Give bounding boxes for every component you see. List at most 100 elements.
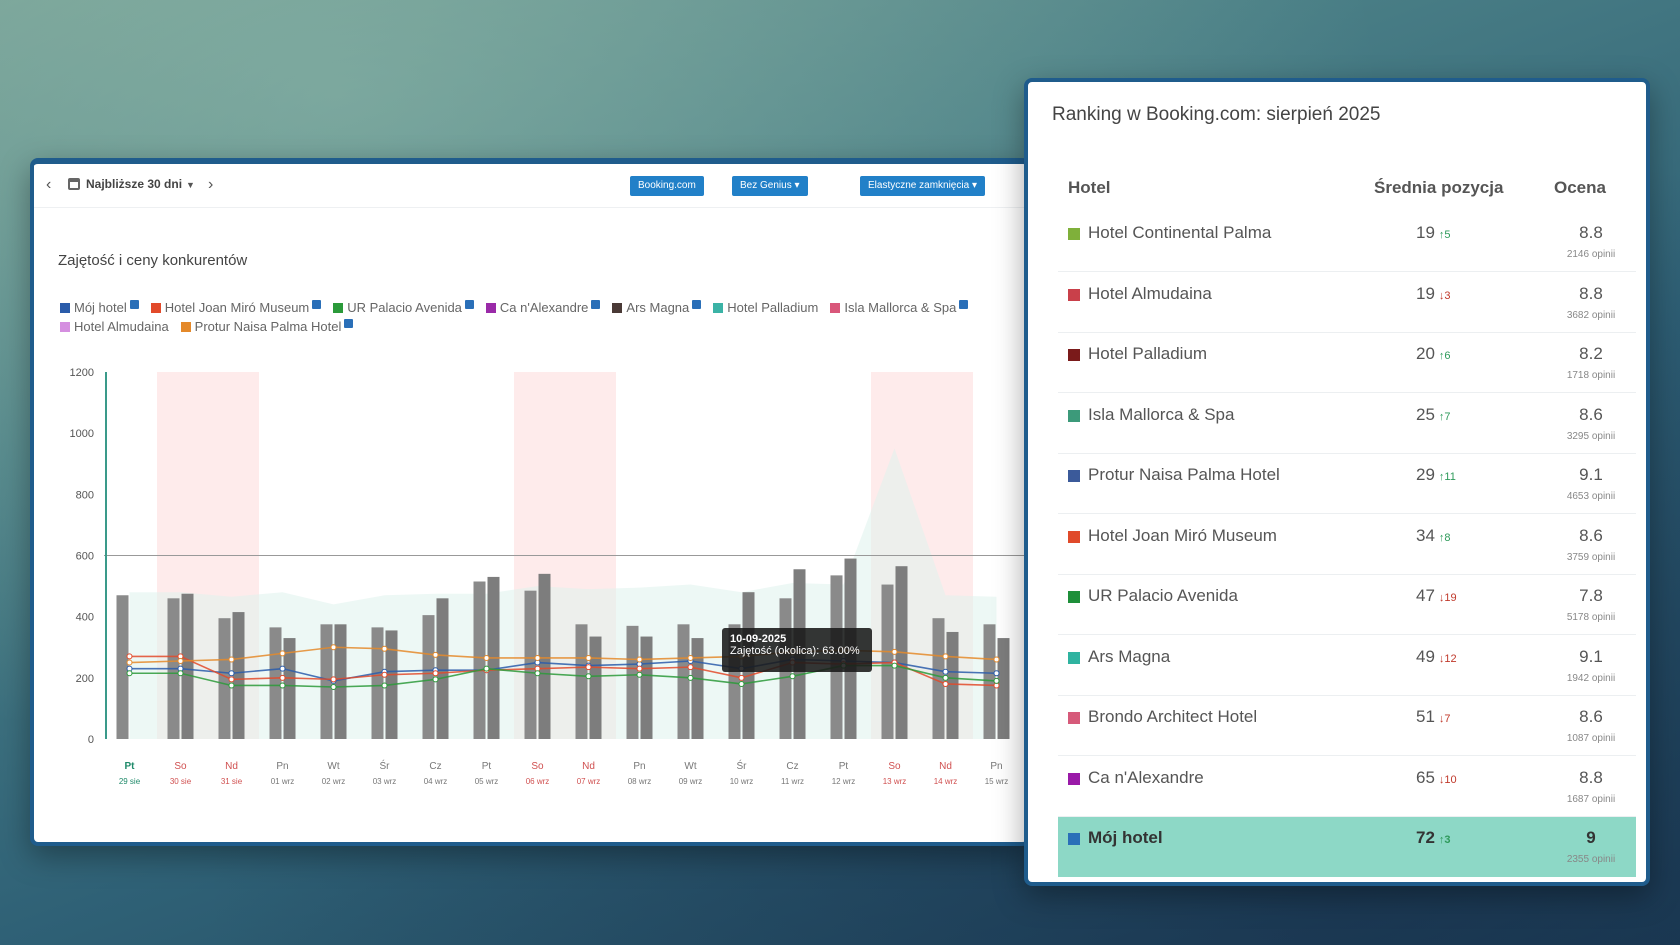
score-value: 8.6 — [1579, 404, 1603, 424]
price-point — [432, 651, 439, 658]
x-date-label: 06 wrz — [526, 777, 550, 786]
table-row[interactable]: Hotel Joan Miró Museum 34 ↑8 8.6 3759 opinii — [1058, 515, 1636, 575]
x-date-label: 03 wrz — [373, 777, 397, 786]
score-value: 8.2 — [1579, 344, 1603, 363]
average-position: 20 ↑6 — [1416, 344, 1451, 364]
price-point — [126, 659, 133, 666]
price-point — [636, 656, 643, 663]
legend-item[interactable]: Ca n'Alexandre — [485, 298, 601, 317]
hotel-name: Isla Mallorca & Spa — [1088, 404, 1235, 424]
price-point — [177, 670, 184, 677]
x-date-label: 10 wrz — [730, 777, 754, 786]
legend-item[interactable]: Hotel Palladium — [713, 298, 818, 317]
occupancy-bar — [589, 636, 602, 739]
trend-up-icon: ↑11 — [1438, 471, 1456, 483]
x-date-label: 05 wrz — [475, 777, 499, 786]
position-value: 20 — [1416, 344, 1435, 363]
table-row[interactable]: Brondo Architect Hotel 51 ↓7 8.6 1087 opinii — [1058, 696, 1636, 756]
table-row[interactable]: Ars Magna 49 ↓12 9.1 1942 opinii — [1058, 636, 1636, 696]
trend-up-icon: ↑7 — [1438, 410, 1451, 423]
info-badge-icon[interactable] — [344, 319, 354, 328]
table-row[interactable]: Hotel Palladium 20 ↑6 8.2 1718 opinii — [1058, 333, 1636, 393]
price-point — [993, 677, 1000, 684]
trend-down-icon: ↓7 — [1438, 713, 1451, 725]
closures-dropdown[interactable]: Elastyczne zamknięcia ▾ — [860, 176, 985, 196]
legend-item[interactable]: Ars Magna — [612, 298, 702, 317]
legend-item[interactable]: Mój hotel — [60, 298, 139, 317]
occupancy-bar — [320, 624, 333, 739]
hotel-color-swatch — [1068, 409, 1080, 422]
price-point — [279, 674, 286, 681]
price-point — [483, 665, 490, 672]
legend-swatch — [60, 303, 70, 313]
price-point — [330, 644, 337, 651]
hotel-name: Brondo Architect Hotel — [1088, 707, 1258, 726]
price-point — [279, 665, 286, 672]
table-row[interactable]: UR Palacio Avenida 47 ↓19 7.8 5178 opinii — [1058, 575, 1636, 635]
x-day-label: Pn — [276, 761, 288, 772]
table-row[interactable]: Isla Mallorca & Spa 25 ↑7 8.6 3295 opinii — [1058, 394, 1636, 454]
x-date-label: 15 wrz — [985, 777, 1009, 786]
table-row[interactable]: Mój hotel 72 ↑3 9 2355 opinii — [1058, 817, 1636, 877]
col-header-position: Średnia pozycja — [1374, 178, 1504, 197]
price-point — [942, 680, 949, 687]
review-count: 1942 opinii — [1566, 672, 1616, 684]
occupancy-chart: 0 200 400 600 800 1000 1200 Pt 29 sie So 30 sie Nd 3… — [70, 367, 1030, 786]
price-point — [687, 654, 694, 661]
occupancy-bar — [334, 624, 347, 739]
occupancy-bar — [575, 624, 588, 739]
info-badge-icon[interactable] — [129, 300, 139, 309]
date-range-select[interactable]: Najbliższe 30 dni ▼ — [86, 177, 195, 191]
x-date-label: 01 wrz — [271, 777, 295, 786]
table-row[interactable]: Hotel Continental Palma 19 ↑5 8.8 2146 opini… — [1058, 212, 1636, 272]
x-day-label: So — [888, 761, 901, 772]
booking-button[interactable]: Booking.com — [630, 176, 704, 196]
review-count: 3682 opinii — [1566, 309, 1616, 321]
x-date-label: 14 wrz — [934, 777, 958, 786]
legend-item[interactable]: Protur Naisa Palma Hotel — [180, 317, 354, 336]
price-point — [942, 674, 949, 681]
prev-arrow-icon[interactable]: ‹ — [46, 176, 52, 193]
info-badge-icon[interactable] — [959, 300, 969, 309]
tooltip-date: 10-09-2025 — [730, 633, 787, 645]
y-tick-label: 1200 — [70, 367, 94, 379]
info-badge-icon[interactable] — [591, 300, 601, 309]
legend-item[interactable]: Hotel Joan Miró Museum — [150, 298, 322, 317]
position-value: 49 — [1416, 646, 1435, 666]
y-tick-label: 0 — [88, 734, 94, 746]
price-point — [432, 670, 439, 677]
position-value: 47 — [1416, 586, 1435, 605]
legend-label: Mój hotel — [74, 300, 127, 315]
price-point — [534, 654, 541, 661]
legend-item[interactable]: Hotel Almudaina — [60, 317, 169, 336]
info-badge-icon[interactable] — [464, 300, 474, 309]
x-date-label: 11 wrz — [781, 777, 804, 786]
next-arrow-icon[interactable]: › — [208, 176, 214, 193]
x-day-label: Wt — [684, 761, 696, 772]
chart-tooltip: 10-09-2025 Zajętość (okolica): 63.00% — [722, 628, 872, 672]
legend-item[interactable]: UR Palacio Avenida — [333, 298, 474, 317]
price-point — [228, 670, 235, 677]
review-count: 1087 opinii — [1566, 733, 1616, 744]
table-row[interactable]: Hotel Almudaina 19 ↓3 8.8 3682 opinii — [1058, 273, 1636, 333]
table-row[interactable]: Protur Naisa Palma Hotel 29 ↑11 9.1 4653 opi… — [1058, 454, 1636, 514]
table-row[interactable]: Ca n'Alexandre 65 ↓10 8.8 1687 opinii — [1058, 757, 1636, 817]
legend-item[interactable]: Isla Mallorca & Spa — [830, 298, 969, 317]
x-day-label: So — [174, 761, 187, 772]
price-point — [942, 668, 949, 675]
price-point — [891, 662, 898, 669]
x-date-label: 31 sie — [221, 777, 243, 786]
position-value: 29 — [1416, 465, 1435, 484]
hotel-name: Hotel Joan Miró Museum — [1088, 525, 1277, 545]
chart-toolbar: ‹ Najbliższe 30 dni ▼ › Booking.com Bez G… — [34, 164, 1030, 208]
info-badge-icon[interactable] — [692, 300, 702, 309]
genius-dropdown[interactable]: Bez Genius ▾ — [732, 176, 808, 196]
legend-swatch — [485, 303, 496, 313]
y-tick-label: 1000 — [70, 428, 94, 440]
trend-down-icon: ↓10 — [1438, 773, 1457, 786]
x-day-label: Pt — [125, 761, 136, 772]
info-badge-icon[interactable] — [312, 300, 322, 309]
score-value: 9 — [1586, 828, 1596, 847]
score-value: 8.6 — [1579, 525, 1603, 545]
position-value: 51 — [1416, 707, 1435, 726]
